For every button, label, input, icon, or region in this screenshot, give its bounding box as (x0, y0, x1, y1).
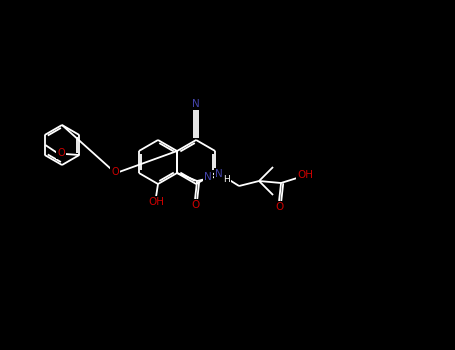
Text: N: N (204, 172, 212, 182)
Text: OH: OH (297, 170, 313, 180)
Text: OH: OH (148, 197, 164, 207)
Text: N: N (192, 99, 200, 109)
Text: O: O (275, 202, 283, 212)
Text: O: O (57, 148, 65, 158)
Text: H: H (222, 175, 229, 184)
Text: N: N (215, 169, 223, 179)
Text: O: O (111, 167, 119, 177)
Text: O: O (191, 200, 199, 210)
